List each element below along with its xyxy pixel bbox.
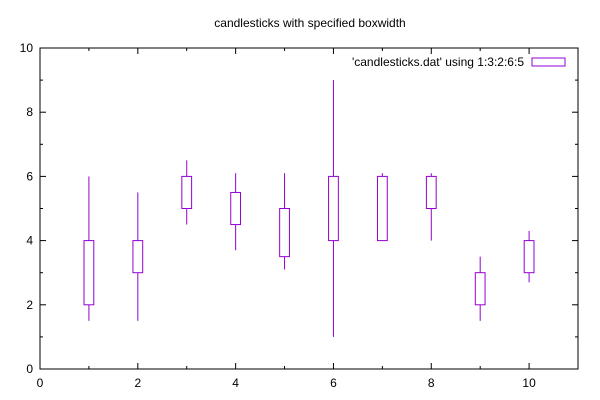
candle-box: [181, 175, 193, 209]
candle-box: [425, 175, 437, 209]
candle: [376, 173, 388, 242]
candle: [230, 173, 242, 251]
y-tick-label: 10: [20, 41, 34, 55]
y-tick-label: 0: [26, 362, 33, 376]
candle: [523, 230, 535, 283]
candle: [279, 173, 290, 270]
x-tick-label: 8: [428, 376, 435, 390]
x-tick-label: 10: [522, 376, 536, 390]
candle: [181, 160, 193, 225]
candle: [83, 176, 95, 321]
candle-box: [474, 272, 486, 306]
x-tick-label: 0: [37, 376, 44, 390]
candle: [328, 80, 339, 337]
y-tick-label: 4: [26, 234, 33, 248]
candle-box: [132, 240, 144, 274]
x-tick-label: 2: [134, 376, 141, 390]
chart-title: candlesticks with specified boxwidth: [214, 16, 405, 30]
plot-border: [39, 47, 579, 370]
x-tick-label: 4: [232, 376, 239, 390]
candle: [474, 256, 486, 321]
candle: [132, 192, 144, 321]
candle-box: [376, 175, 388, 242]
legend-swatch: [531, 57, 566, 67]
legend-label: 'candlesticks.dat' using 1:3:2:6:5: [352, 55, 524, 69]
candle: [425, 173, 437, 241]
candle-box: [279, 208, 290, 258]
y-tick-label: 6: [26, 169, 33, 183]
candle-box: [230, 191, 242, 226]
legend: 'candlesticks.dat' using 1:3:2:6:5: [352, 55, 566, 69]
candle-box: [328, 175, 339, 242]
y-tick-label: 8: [26, 105, 33, 119]
x-tick-label: 6: [330, 376, 337, 390]
candles: [83, 80, 535, 337]
axis-ticks: 0 2 4 6 8 10 0 2 4 6 8 10: [20, 41, 578, 390]
candle-box: [83, 240, 95, 306]
y-tick-label: 2: [26, 298, 33, 312]
candle-box: [523, 240, 535, 274]
